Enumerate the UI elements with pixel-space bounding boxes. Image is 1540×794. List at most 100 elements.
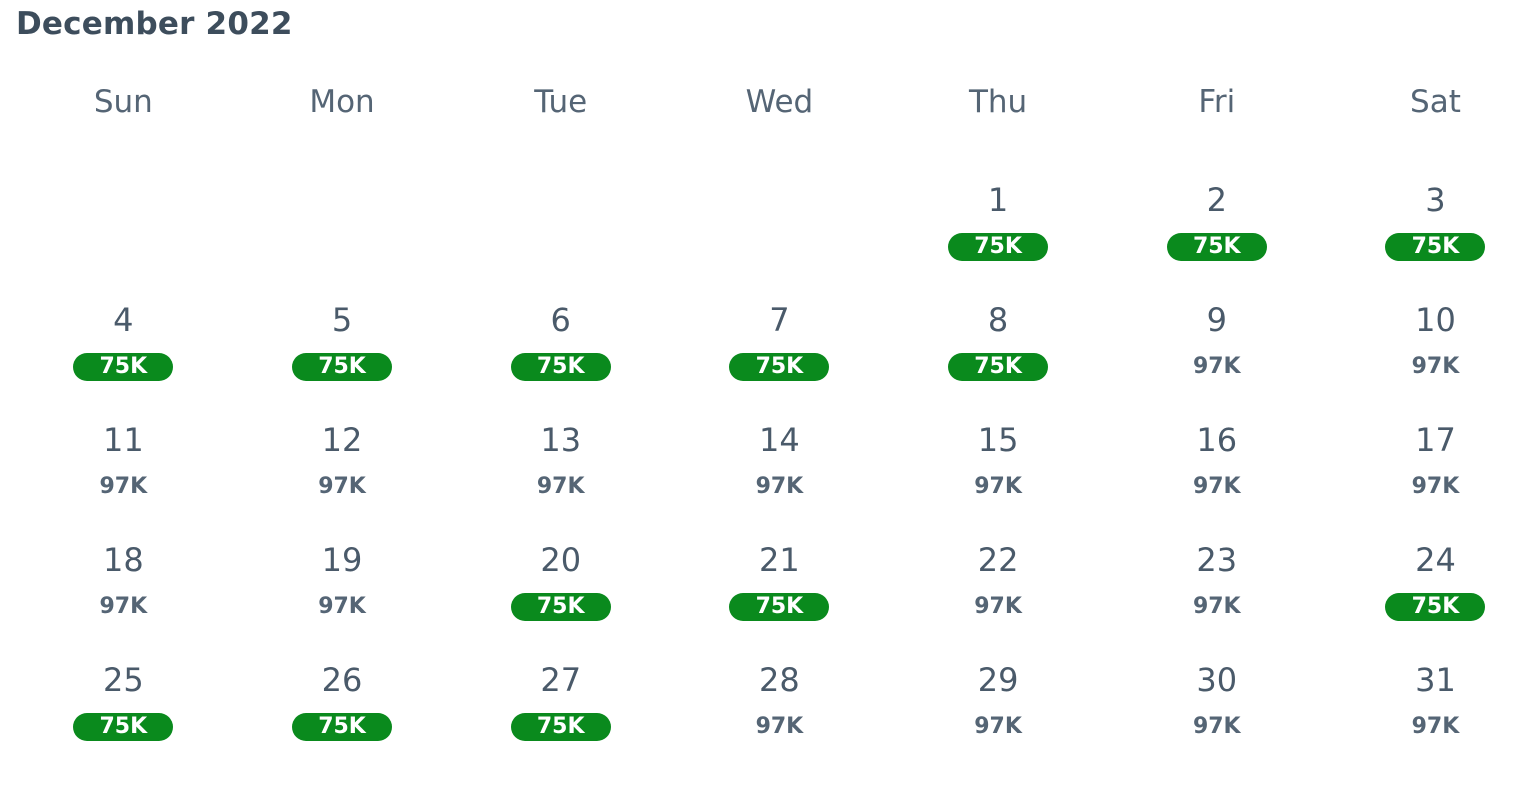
day-number: 22 — [977, 541, 1019, 579]
day-number: 19 — [321, 541, 363, 579]
price-badge-low: 75K — [510, 353, 611, 381]
day-number: 10 — [1415, 301, 1456, 339]
weekday-tue: Tue — [534, 84, 588, 120]
day-cell[interactable]: 16 97K — [1107, 403, 1326, 523]
price-label: 97K — [755, 714, 804, 739]
weekday-sat: Sat — [1410, 84, 1461, 120]
price-badge-low: 75K — [510, 593, 611, 621]
price-badge-low: 75K — [948, 353, 1049, 381]
price-label: 97K — [1411, 354, 1460, 379]
price-label: 97K — [1192, 714, 1241, 739]
day-number: 29 — [977, 661, 1019, 699]
day-cell[interactable]: 9 97K — [1107, 283, 1326, 403]
day-cell[interactable]: 2 75K — [1107, 163, 1326, 283]
day-cell[interactable]: 7 75K — [670, 283, 889, 403]
day-cell[interactable]: 22 97K — [889, 523, 1108, 643]
weekday-wed: Wed — [745, 84, 814, 120]
day-cell[interactable]: 1 75K — [889, 163, 1108, 283]
day-number: 17 — [1415, 421, 1456, 459]
day-number: 4 — [113, 301, 134, 339]
empty-day-cell — [233, 163, 452, 283]
calendar-grid: 1 75K 2 75K 3 75K 4 75K 5 75K 6 75K 7 75K 8 75K 9 97K 10 97… — [14, 163, 1540, 763]
price-label: 97K — [536, 474, 585, 499]
price-badge-low: 75K — [948, 233, 1049, 261]
day-number: 25 — [102, 661, 144, 699]
day-cell[interactable]: 18 97K — [14, 523, 233, 643]
price-badge-low: 75K — [1385, 593, 1486, 621]
price-label: 97K — [755, 474, 804, 499]
day-number: 8 — [987, 301, 1009, 339]
day-cell[interactable]: 30 97K — [1107, 643, 1326, 763]
day-cell[interactable]: 20 75K — [451, 523, 670, 643]
weekday-header-row: Sun Mon Tue Wed Thu Fri Sat — [14, 84, 1540, 120]
price-label: 97K — [974, 594, 1022, 619]
price-label: 97K — [1192, 474, 1241, 499]
weekday-sun: Sun — [93, 84, 153, 120]
day-cell[interactable]: 29 97K — [889, 643, 1108, 763]
price-badge-low: 75K — [73, 353, 174, 381]
price-label: 97K — [1192, 594, 1241, 619]
price-badge-low: 75K — [1166, 233, 1267, 261]
day-number: 6 — [550, 301, 571, 339]
price-badge-low: 75K — [729, 353, 830, 381]
day-number: 30 — [1196, 661, 1238, 699]
day-cell[interactable]: 19 97K — [233, 523, 452, 643]
weekday-thu: Thu — [968, 84, 1028, 120]
day-cell[interactable]: 21 75K — [670, 523, 889, 643]
price-label: 97K — [1411, 474, 1460, 499]
day-cell[interactable]: 6 75K — [451, 283, 670, 403]
day-number: 24 — [1415, 541, 1456, 579]
day-cell[interactable]: 28 97K — [670, 643, 889, 763]
price-label: 97K — [1411, 714, 1460, 739]
day-number: 27 — [540, 661, 582, 699]
month-title: December 2022 — [16, 6, 293, 42]
day-cell[interactable]: 10 97K — [1326, 283, 1540, 403]
day-cell[interactable]: 24 75K — [1326, 523, 1540, 643]
price-badge-low: 75K — [510, 713, 611, 741]
price-badge-low: 75K — [292, 353, 393, 381]
day-number: 26 — [321, 661, 363, 699]
day-cell[interactable]: 3 75K — [1326, 163, 1540, 283]
weekday-fri: Fri — [1198, 84, 1236, 120]
price-badge-low: 75K — [1385, 233, 1486, 261]
day-number: 5 — [331, 301, 353, 339]
day-number: 2 — [1206, 181, 1227, 219]
day-number: 9 — [1206, 301, 1227, 339]
price-label: 97K — [318, 594, 366, 619]
weekday-mon: Mon — [309, 84, 375, 120]
price-badge-low: 75K — [729, 593, 830, 621]
day-cell[interactable]: 14 97K — [670, 403, 889, 523]
empty-day-cell — [670, 163, 889, 283]
day-cell[interactable]: 25 75K — [14, 643, 233, 763]
day-number: 18 — [102, 541, 144, 579]
price-label: 97K — [974, 474, 1022, 499]
day-number: 28 — [759, 661, 800, 699]
day-cell[interactable]: 27 75K — [451, 643, 670, 763]
day-number: 21 — [759, 541, 800, 579]
empty-day-cell — [14, 163, 233, 283]
price-badge-low: 75K — [73, 713, 174, 741]
day-cell[interactable]: 5 75K — [233, 283, 452, 403]
day-cell[interactable]: 31 97K — [1326, 643, 1540, 763]
day-cell[interactable]: 11 97K — [14, 403, 233, 523]
price-label: 97K — [318, 474, 366, 499]
day-cell[interactable]: 8 75K — [889, 283, 1108, 403]
day-cell[interactable]: 12 97K — [233, 403, 452, 523]
price-label: 97K — [99, 474, 148, 499]
price-label: 97K — [1192, 354, 1241, 379]
price-badge-low: 75K — [292, 713, 393, 741]
day-number: 15 — [977, 421, 1019, 459]
day-number: 13 — [540, 421, 582, 459]
day-number: 7 — [769, 301, 790, 339]
day-cell[interactable]: 26 75K — [233, 643, 452, 763]
day-cell[interactable]: 15 97K — [889, 403, 1108, 523]
day-number: 23 — [1196, 541, 1238, 579]
day-cell[interactable]: 23 97K — [1107, 523, 1326, 643]
day-number: 14 — [759, 421, 800, 459]
price-label: 97K — [99, 594, 148, 619]
day-number: 20 — [540, 541, 582, 579]
day-cell[interactable]: 4 75K — [14, 283, 233, 403]
day-cell[interactable]: 17 97K — [1326, 403, 1540, 523]
day-number: 12 — [321, 421, 363, 459]
day-cell[interactable]: 13 97K — [451, 403, 670, 523]
